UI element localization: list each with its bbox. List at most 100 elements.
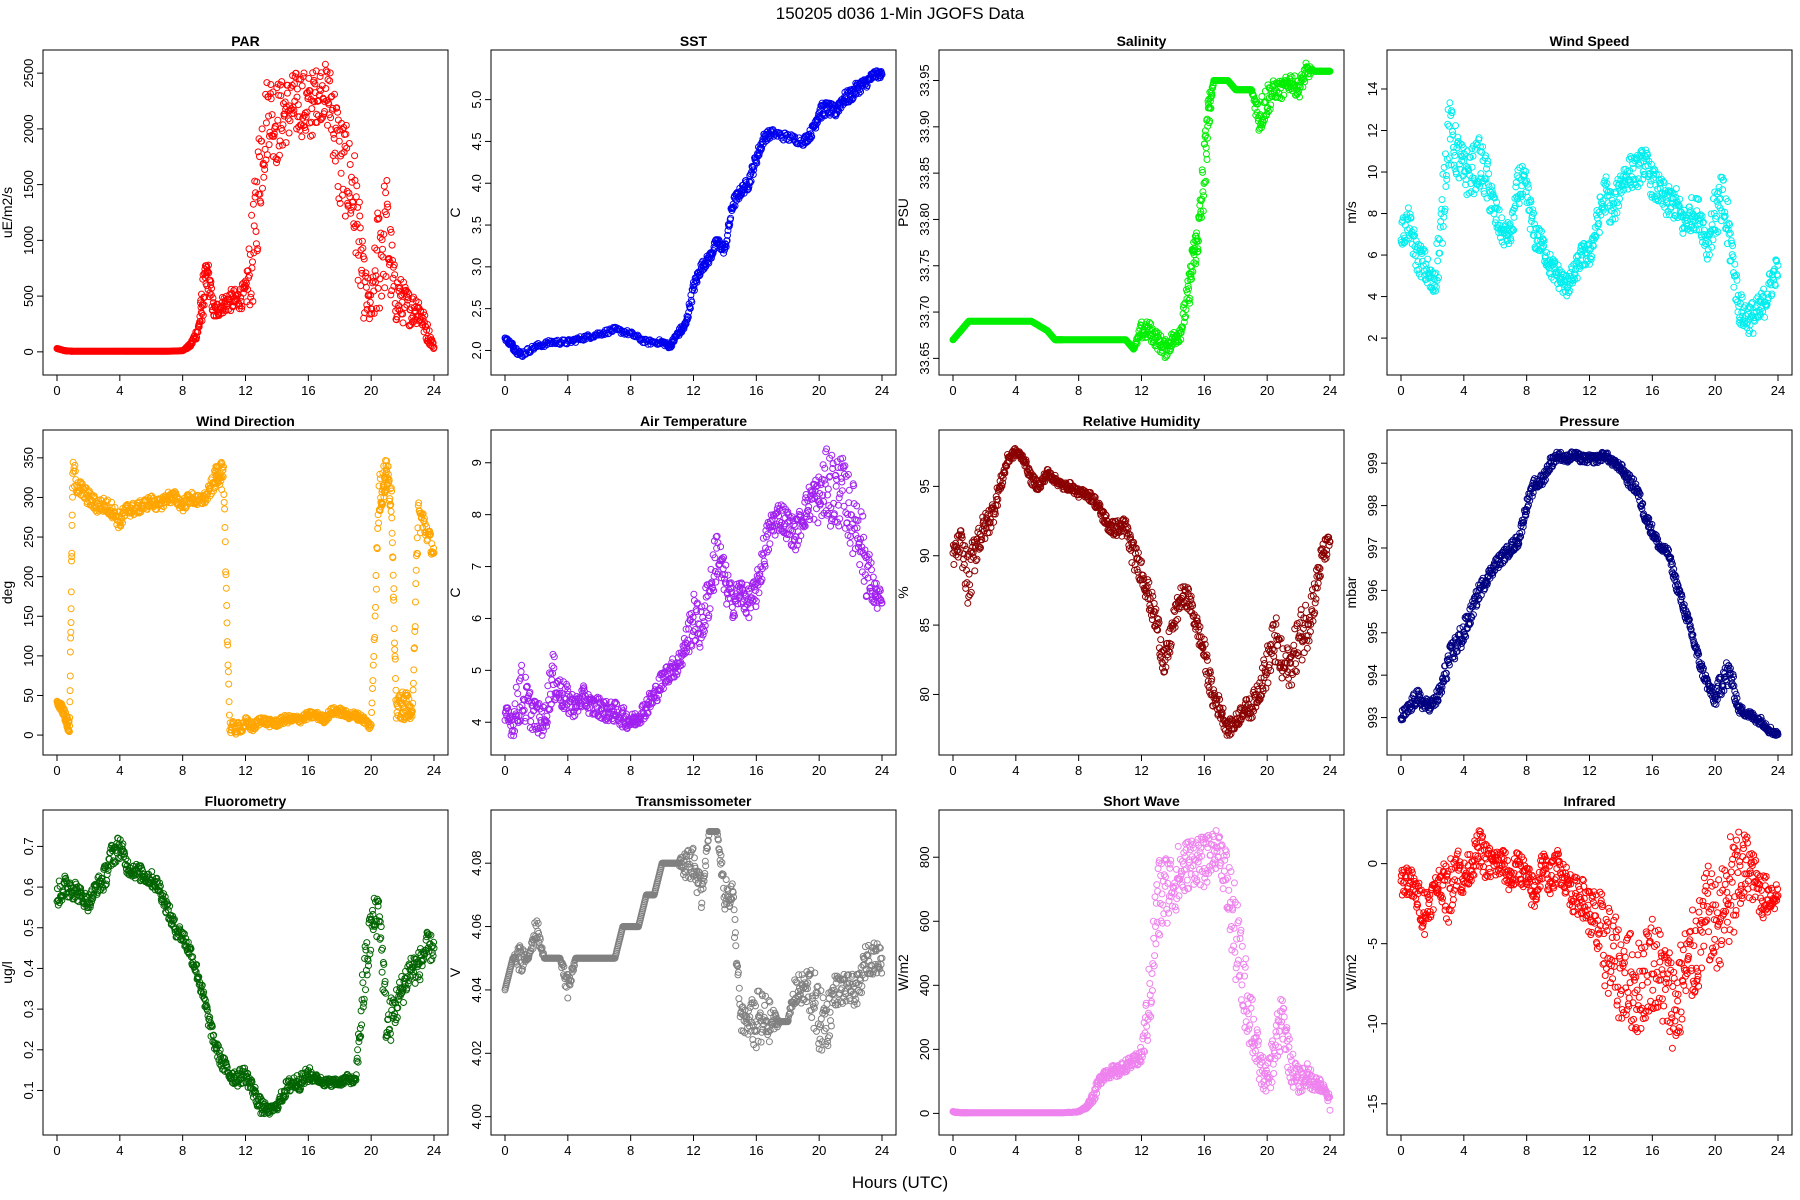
- data-point: [1431, 270, 1439, 278]
- data-point: [1515, 200, 1523, 208]
- data-point: [66, 687, 74, 695]
- data-point: [343, 187, 351, 195]
- data-point: [1414, 258, 1422, 266]
- data-point: [723, 600, 731, 608]
- data-point: [747, 177, 755, 185]
- data-point: [292, 69, 300, 77]
- data-point: [392, 675, 399, 682]
- data-point: [1511, 202, 1519, 210]
- data-point: [291, 97, 299, 105]
- data-point: [200, 301, 208, 309]
- panel-title-sst: SST: [680, 33, 708, 49]
- data-point: [341, 212, 349, 220]
- y-tick-label: 2500: [21, 59, 36, 88]
- y-tick-label: 2000: [21, 114, 36, 143]
- data-point: [1524, 184, 1532, 192]
- data-point: [1508, 224, 1516, 232]
- data-point: [324, 121, 331, 129]
- data-point: [207, 278, 215, 286]
- data-point: [382, 273, 390, 280]
- data-point: [346, 161, 354, 168]
- data-point: [807, 130, 815, 138]
- data-point: [852, 90, 860, 98]
- data-point: [333, 104, 341, 112]
- data-point: [1182, 313, 1190, 321]
- x-axis-label: Hours (UTC): [852, 1173, 948, 1192]
- data-point: [68, 521, 76, 529]
- data-point: [326, 77, 334, 85]
- y-tick-label: 5.0: [469, 91, 484, 109]
- data-point: [288, 81, 296, 89]
- x-tick-label: 4: [116, 383, 123, 398]
- data-point: [1194, 245, 1202, 253]
- data-point: [1478, 148, 1486, 156]
- data-point: [388, 287, 396, 295]
- data-point: [1483, 160, 1491, 168]
- data-point: [1278, 95, 1286, 103]
- data-point: [330, 130, 338, 138]
- data-point: [1158, 347, 1166, 354]
- data-point: [1439, 239, 1446, 247]
- panel-title-wind-speed: Wind Speed: [1550, 33, 1630, 49]
- data-point: [67, 605, 75, 613]
- data-point: [1192, 260, 1200, 268]
- data-point: [284, 115, 292, 123]
- y-axis-label-salinity: PSU: [895, 198, 911, 227]
- data-point: [369, 677, 377, 685]
- data-point: [223, 619, 231, 627]
- data-point: [1462, 181, 1470, 189]
- data-point: [1203, 156, 1211, 163]
- data-point: [409, 679, 417, 687]
- data-point: [1480, 187, 1488, 195]
- data-point: [730, 203, 738, 211]
- data-point: [346, 193, 354, 201]
- data-point: [224, 668, 232, 676]
- data-point: [368, 709, 376, 716]
- data-point: [1477, 170, 1485, 178]
- data-point: [221, 538, 229, 546]
- data-point: [310, 76, 318, 84]
- data-point: [238, 305, 246, 313]
- data-point: [1510, 213, 1518, 221]
- data-point: [1424, 255, 1432, 263]
- x-tick-label: 8: [627, 383, 634, 398]
- y-axis-label-wind-direction: deg: [0, 581, 15, 604]
- data-point: [1447, 161, 1455, 169]
- data-point: [508, 339, 516, 347]
- data-point: [383, 200, 391, 208]
- x-tick-label: 8: [179, 763, 186, 778]
- panel-title-air-temperature: Air Temperature: [640, 413, 747, 429]
- data-point: [359, 244, 367, 252]
- data-point: [1145, 319, 1153, 326]
- x-tick-label: 8: [179, 383, 186, 398]
- data-point: [278, 78, 286, 86]
- data-point: [1198, 214, 1205, 221]
- data-point: [247, 290, 255, 298]
- data-point: [1294, 89, 1302, 97]
- scatter-points-air-temperature: [501, 445, 886, 740]
- data-point: [690, 286, 698, 294]
- x-tick-label: 16: [301, 383, 315, 398]
- y-tick-label: 33.90: [917, 111, 932, 144]
- data-point: [198, 310, 206, 318]
- data-point: [713, 544, 721, 552]
- y-tick-label: 150: [21, 605, 36, 627]
- data-point: [220, 305, 228, 313]
- data-point: [855, 89, 863, 97]
- data-point: [224, 661, 232, 669]
- data-point: [752, 157, 760, 164]
- data-point: [324, 76, 332, 83]
- data-point: [267, 81, 275, 88]
- data-point: [383, 177, 391, 184]
- data-point: [252, 240, 260, 248]
- data-point: [835, 522, 843, 530]
- data-point: [1206, 117, 1214, 125]
- x-tick-label: 24: [427, 763, 441, 778]
- data-point: [1404, 204, 1412, 212]
- data-point: [67, 588, 75, 596]
- data-point: [204, 268, 212, 276]
- x-tick-label: 0: [501, 383, 508, 398]
- data-point: [249, 258, 256, 266]
- data-point: [285, 129, 293, 137]
